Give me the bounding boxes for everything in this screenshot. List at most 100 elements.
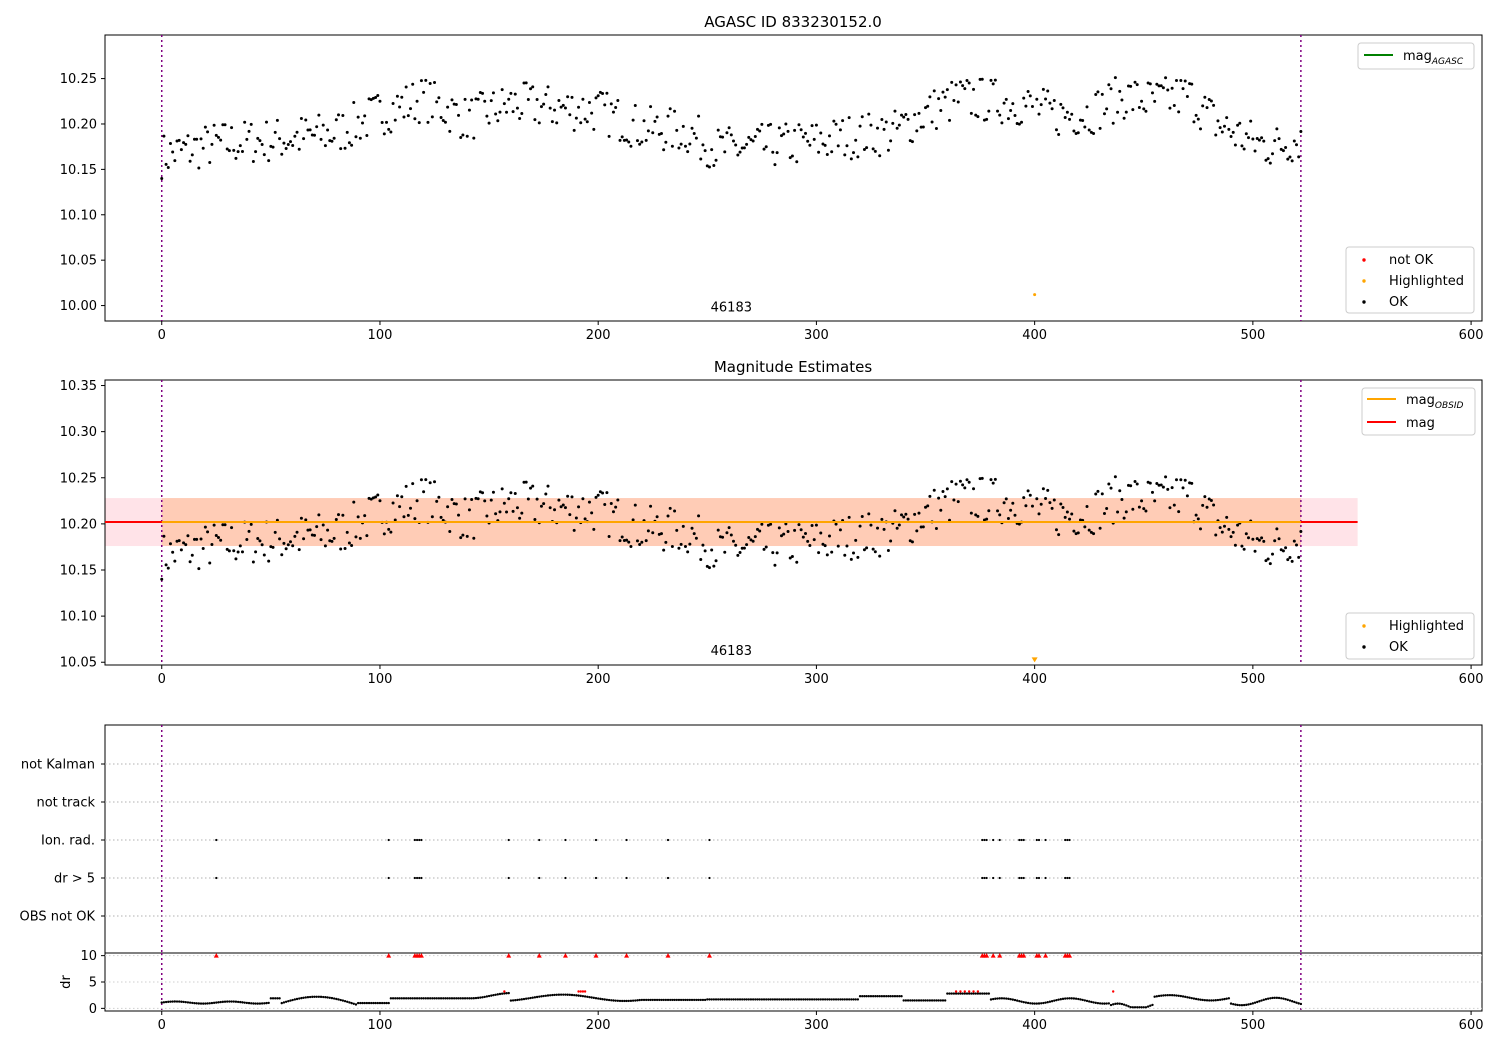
- flag-point: [413, 838, 416, 842]
- data-point: [954, 482, 958, 486]
- data-point: [192, 137, 196, 141]
- dr-point: [1177, 994, 1180, 997]
- dr-point: [904, 999, 908, 1002]
- dr-point: [389, 997, 393, 1000]
- dr-point: [1033, 1002, 1036, 1005]
- data-point: [688, 542, 692, 546]
- data-point: [166, 566, 170, 570]
- dr-point: [472, 997, 476, 1000]
- data-point: [775, 151, 779, 155]
- data-point: [195, 137, 199, 141]
- flag-point: [415, 876, 419, 880]
- data-point: [690, 126, 694, 130]
- data-point: [363, 514, 367, 518]
- dr-point: [629, 999, 633, 1003]
- data-point: [513, 492, 517, 496]
- data-point: [236, 550, 240, 554]
- data-point: [520, 111, 524, 115]
- flag-point: [418, 876, 421, 880]
- dr-point: [762, 998, 766, 1001]
- data-point: [223, 123, 227, 127]
- dr-point: [1057, 998, 1060, 1001]
- data-point: [448, 129, 452, 133]
- dr-point: [1284, 998, 1287, 1001]
- data-point: [1205, 106, 1209, 110]
- data-point: [347, 141, 351, 145]
- data-point: [607, 134, 611, 138]
- y-tick-label: 10.10: [60, 610, 97, 625]
- dr-point: [197, 1002, 201, 1005]
- dr-point: [466, 997, 469, 1000]
- data-point: [843, 553, 847, 557]
- data-point: [1109, 87, 1113, 91]
- data-point: [819, 531, 823, 535]
- dr-point: [679, 998, 683, 1002]
- data-point: [913, 113, 917, 117]
- data-point: [963, 87, 967, 91]
- data-point: [507, 497, 511, 501]
- data-point: [559, 505, 563, 509]
- data-point: [721, 535, 725, 539]
- data-point: [1004, 97, 1008, 101]
- data-point: [889, 139, 893, 143]
- data-point: [1233, 143, 1237, 147]
- data-point: [345, 530, 349, 534]
- data-point: [1214, 533, 1218, 537]
- panel1-annotation: 46183: [711, 300, 752, 315]
- data-point: [326, 128, 330, 132]
- dr-point: [1273, 996, 1276, 1000]
- data-point: [232, 549, 236, 553]
- dr-point: [1061, 997, 1065, 1001]
- dr-point: [996, 997, 999, 1000]
- dr-point: [861, 995, 864, 998]
- data-point: [611, 510, 615, 514]
- dr-point: [939, 999, 943, 1002]
- dr-point: [793, 998, 796, 1001]
- data-point: [312, 533, 316, 537]
- data-point: [557, 498, 561, 502]
- data-point: [369, 497, 373, 501]
- dr-point: [1037, 1002, 1041, 1005]
- data-point: [424, 478, 428, 482]
- dr-point: [418, 997, 421, 1000]
- data-point: [1227, 127, 1231, 131]
- data-point: [895, 526, 899, 530]
- dr-point: [749, 998, 753, 1001]
- data-point: [681, 124, 685, 128]
- dr-point: [182, 1000, 185, 1004]
- data-point: [489, 498, 493, 502]
- dr-point: [308, 995, 312, 999]
- dr-point-high: [577, 990, 580, 993]
- data-point: [1035, 497, 1039, 501]
- data-point: [939, 109, 943, 113]
- legend-label-not-ok: not OK: [1389, 253, 1434, 268]
- data-point: [1168, 106, 1172, 110]
- data-point: [249, 522, 253, 526]
- panel4-y-label: dr: [59, 975, 74, 989]
- dr-point: [1242, 1003, 1246, 1007]
- data-point: [821, 142, 825, 146]
- dr-point: [1026, 1001, 1030, 1005]
- dr-point: [1070, 997, 1073, 1000]
- data-point: [646, 129, 650, 133]
- dr-point: [1223, 997, 1226, 1001]
- dr-point: [612, 999, 615, 1002]
- x-tick-label: 100: [368, 1018, 393, 1033]
- dr-point: [1042, 1001, 1045, 1005]
- flag-point: [507, 838, 510, 842]
- data-point: [291, 544, 295, 548]
- dr-point-high: [954, 990, 958, 993]
- flag-point: [1037, 876, 1041, 880]
- data-point: [1087, 128, 1091, 132]
- dr-clipped-marker: [1036, 953, 1042, 958]
- data-point: [694, 536, 698, 540]
- data-point: [264, 120, 268, 124]
- data-point: [1122, 516, 1126, 520]
- data-point: [572, 128, 576, 132]
- dr-point: [287, 999, 290, 1003]
- data-point: [692, 532, 696, 536]
- dr-point: [1000, 997, 1004, 1000]
- x-tick-label: 200: [586, 1018, 611, 1033]
- data-point: [1179, 478, 1183, 482]
- data-point: [413, 117, 417, 121]
